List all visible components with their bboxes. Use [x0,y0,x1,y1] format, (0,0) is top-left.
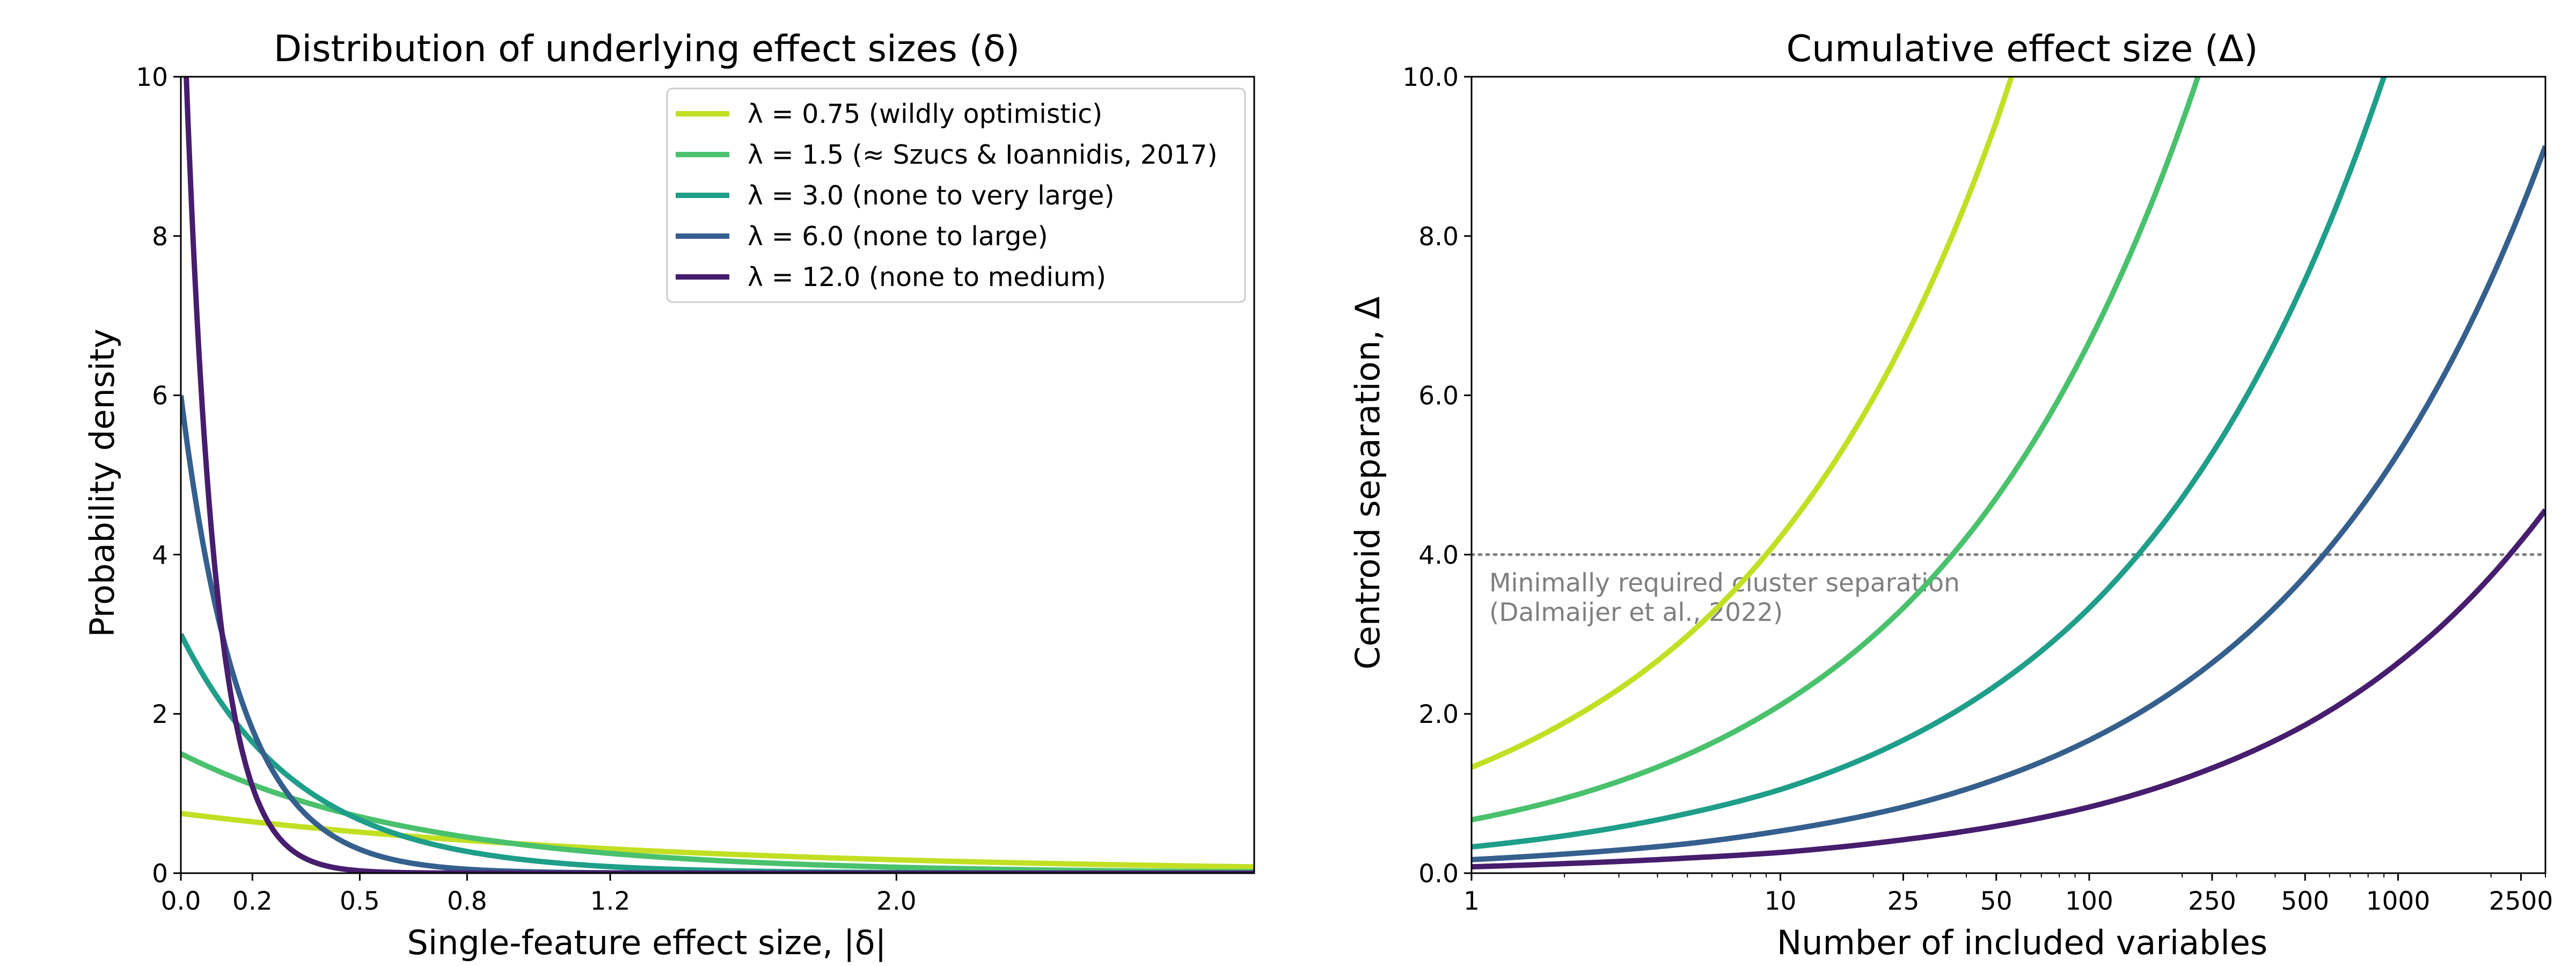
legend-entry-1: λ = 1.5 (≈ Szucs & Ioannidis, 2017) [748,140,1218,170]
left-chart-title: Distribution of underlying effect sizes … [274,28,1020,70]
legend-entry-4: λ = 12.0 (none to medium) [748,262,1106,292]
right-y-tick-label: 4.0 [1418,540,1459,570]
right-y-tick-label: 0.0 [1418,859,1459,889]
left-y-tick-label: 4 [152,540,168,570]
right-series-line-2 [1472,77,2387,850]
left-x-axis-label: Single-feature effect size, |δ| [407,923,887,963]
left-x-tick-label: 0.8 [447,887,487,916]
legend-entry-2: λ = 3.0 (none to very large) [748,180,1115,211]
right-x-tick-label: 2500 [2489,887,2553,916]
left-x-tick-label: 0.0 [161,887,201,916]
right-y-tick-label: 6.0 [1418,382,1459,411]
left-y-axis-label: Probability density [83,329,122,638]
chart-marks: 0.0 0.2 0.5 0.8 1.2 2.0 0 2 4 6 8 10 λ = 0.75 (wildl… [136,63,2553,916]
right-series-line-1 [1472,77,2201,823]
left-y-tick-label: 10 [136,63,168,92]
left-y-tick-label: 2 [152,700,168,729]
right-y-tick-label: 8.0 [1418,222,1459,252]
right-x-axis-label: Number of included variables [1777,923,2267,962]
right-series-line-0 [1472,77,2014,770]
left-x-tick-label: 2.0 [876,887,917,916]
right-y-tick-label: 2.0 [1418,700,1459,729]
left-series-line-2 [181,633,1254,873]
right-y-tick-label: 10.0 [1402,63,1459,92]
right-x-tick-label: 250 [2188,887,2236,916]
right-series-line-3 [1472,145,2545,862]
left-y-tick-label: 6 [152,382,168,411]
left-series-line-4 [184,77,1254,873]
right-x-tick-label: 500 [2281,887,2329,916]
threshold-annotation-line2: (Dalmaijer et al., 2022) [1489,598,1783,627]
right-x-tick-label: 1 [1463,887,1480,916]
right-chart-title: Cumulative effect size (Δ) [1787,28,2258,70]
right-x-tick-label: 1000 [2366,887,2431,916]
right-x-tick-label: 100 [2065,887,2113,916]
legend-box [666,87,1246,303]
legend-entry-0: λ = 0.75 (wildly optimistic) [748,99,1102,129]
right-x-tick-label: 25 [1887,887,1920,916]
left-x-tick-label: 1.2 [590,887,631,916]
left-y-tick-label: 0 [152,859,168,889]
threshold-annotation-line1: Minimally required cluster separation [1489,568,1960,598]
left-series-line-0 [181,810,1254,870]
right-x-tick-label: 50 [1980,887,2012,916]
left-x-tick-label: 0.5 [340,887,380,916]
right-series-line-4 [1472,508,2545,870]
right-y-axis-label: Centroid separation, Δ [1348,296,1387,669]
left-series-line-3 [181,394,1254,873]
right-x-tick-label: 10 [1765,887,1797,916]
left-y-tick-label: 8 [152,222,168,252]
left-axes-frame [180,76,1255,874]
legend-entry-3: λ = 6.0 (none to large) [748,221,1048,252]
left-x-tick-label: 0.2 [232,887,273,916]
right-axes-frame [1470,76,2546,874]
